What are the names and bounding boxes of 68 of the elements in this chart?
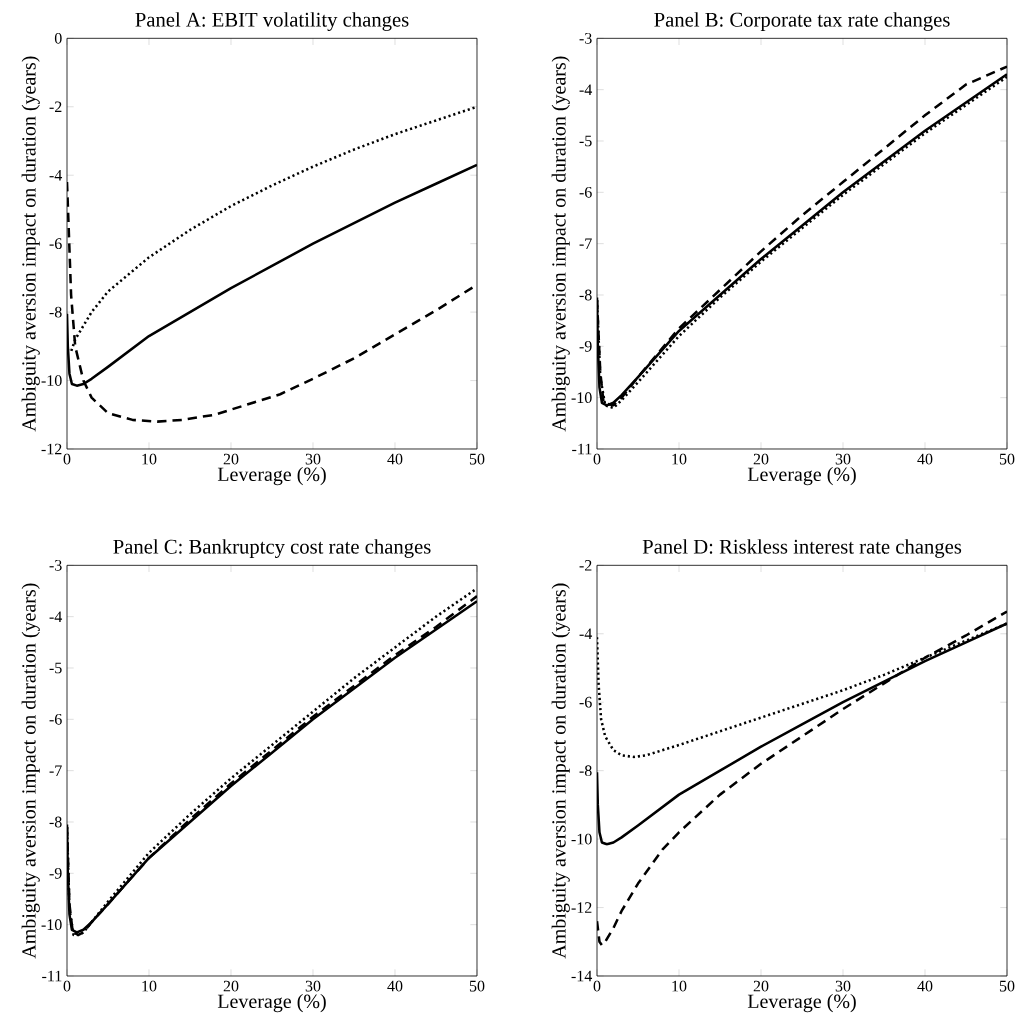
y-tick-label: -12 bbox=[571, 902, 592, 913]
chart-title: Panel D: Riskless interest rate changes bbox=[642, 539, 962, 558]
y-tick-label: -11 bbox=[572, 443, 592, 455]
y-tick-label: -10 bbox=[571, 833, 592, 845]
x-tick-label: 40 bbox=[387, 453, 403, 465]
y-tick-label: -4 bbox=[579, 628, 593, 640]
y-tick-label: -5 bbox=[579, 135, 592, 147]
x-tick-label: 20 bbox=[223, 453, 239, 465]
x-axis-title: Leverage (%) bbox=[217, 994, 326, 1013]
y-tick-label: -8 bbox=[579, 289, 592, 301]
y-tick-label: -6 bbox=[49, 713, 62, 725]
x-tick-label: 0 bbox=[63, 980, 71, 992]
y-tick-label: -6 bbox=[579, 186, 592, 198]
x-tick-label: 10 bbox=[142, 453, 157, 465]
y-tick-label: -11 bbox=[42, 970, 62, 982]
y-tick-label: -8 bbox=[49, 306, 62, 318]
x-tick-label: 50 bbox=[469, 980, 485, 992]
x-tick-label: 50 bbox=[999, 453, 1015, 465]
y-tick-label: -6 bbox=[49, 238, 62, 250]
x-tick-label: 10 bbox=[142, 980, 157, 992]
y-tick-label: -10 bbox=[41, 375, 62, 386]
y-tick-label: -4 bbox=[49, 611, 63, 622]
x-axis-title: Leverage (%) bbox=[217, 467, 326, 486]
x-tick-label: 20 bbox=[223, 980, 239, 992]
chart-title: Panel B: Corporate tax rate changes bbox=[654, 12, 950, 31]
y-tick-label: -9 bbox=[579, 340, 592, 352]
y-tick-label: -7 bbox=[49, 765, 62, 776]
x-axis-title: Leverage (%) bbox=[747, 467, 856, 486]
y-tick-label: -2 bbox=[579, 560, 592, 571]
x-tick-label: 20 bbox=[753, 453, 769, 465]
x-tick-label: 0 bbox=[63, 453, 71, 465]
y-tick-label: -7 bbox=[579, 238, 592, 249]
x-tick-label: 30 bbox=[835, 453, 851, 465]
x-tick-label: 50 bbox=[999, 980, 1015, 992]
y-tick-label: -2 bbox=[49, 101, 62, 113]
y-axis-title: Ambiguity aversion impact on duration (years) bbox=[551, 583, 570, 959]
x-tick-label: 30 bbox=[835, 980, 851, 992]
x-tick-label: 30 bbox=[305, 453, 321, 465]
y-axis-title: Ambiguity aversion impact on duration (years) bbox=[551, 56, 570, 432]
y-tick-label: 0 bbox=[54, 32, 62, 44]
x-tick-label: 0 bbox=[593, 980, 601, 992]
y-tick-label: -6 bbox=[579, 696, 592, 708]
y-tick-label: -8 bbox=[579, 765, 592, 777]
y-tick-label: -10 bbox=[41, 919, 62, 931]
y-tick-label: -3 bbox=[49, 559, 62, 571]
y-tick-label: -12 bbox=[41, 443, 62, 455]
x-axis-title: Leverage (%) bbox=[747, 994, 856, 1013]
x-tick-label: 20 bbox=[753, 980, 769, 992]
x-tick-label: 40 bbox=[387, 980, 403, 992]
x-tick-label: 0 bbox=[593, 453, 601, 465]
y-tick-label: -10 bbox=[571, 392, 592, 404]
x-tick-label: 30 bbox=[305, 980, 321, 992]
chart-title: Panel C: Bankruptcy cost rate changes bbox=[113, 539, 431, 558]
x-tick-label: 10 bbox=[672, 980, 687, 992]
y-tick-label: -14 bbox=[571, 970, 593, 982]
chart-title: Panel A: EBIT volatility changes bbox=[135, 12, 409, 31]
y-tick-label: -8 bbox=[49, 816, 62, 828]
y-tick-label: -4 bbox=[579, 84, 593, 95]
y-tick-label: -3 bbox=[579, 32, 592, 44]
x-tick-label: 40 bbox=[917, 453, 933, 465]
y-tick-label: -9 bbox=[49, 867, 62, 879]
y-tick-label: -5 bbox=[49, 662, 62, 674]
y-tick-label: -4 bbox=[49, 169, 63, 181]
y-axis-title: Ambiguity aversion impact on duration (years) bbox=[21, 56, 40, 432]
x-tick-label: 50 bbox=[469, 453, 485, 465]
x-tick-label: 40 bbox=[917, 980, 933, 992]
y-axis-title: Ambiguity aversion impact on duration (years) bbox=[21, 583, 40, 959]
x-tick-label: 10 bbox=[672, 453, 687, 465]
